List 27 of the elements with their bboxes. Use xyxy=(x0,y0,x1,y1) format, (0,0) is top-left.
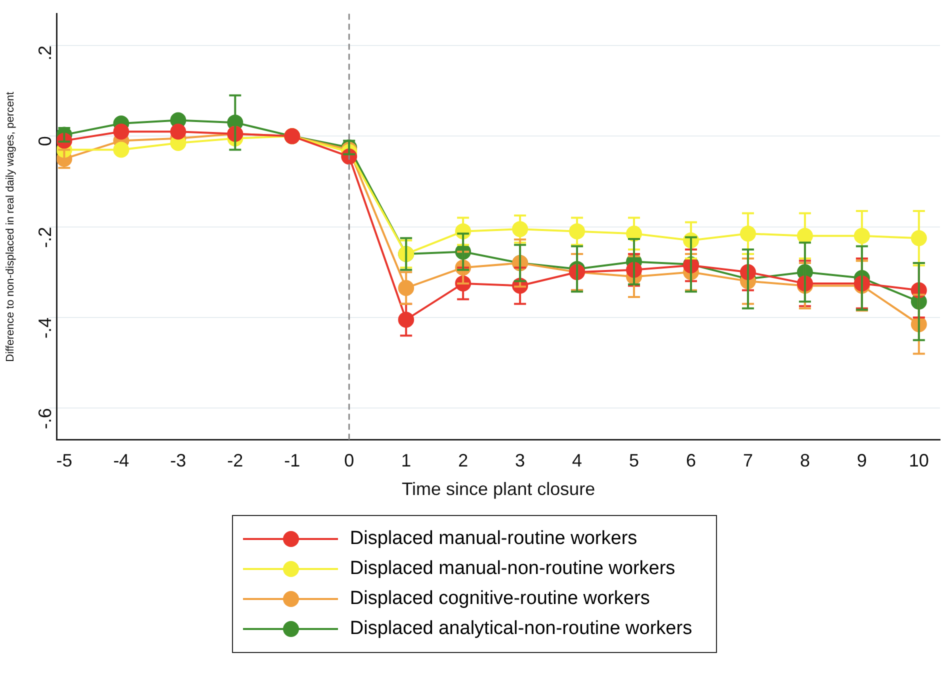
x-tick-label: 2 xyxy=(458,450,468,471)
y-tick-label: .2 xyxy=(34,46,55,61)
y-tick-label: -.4 xyxy=(34,317,55,338)
x-tick-label: 9 xyxy=(856,450,867,471)
legend-label: Displaced manual-non-routine workers xyxy=(350,558,676,580)
x-tick-label: 6 xyxy=(686,450,696,471)
legend-label: Displaced manual-routine workers xyxy=(350,528,638,550)
x-tick-label: -3 xyxy=(170,450,186,471)
y-tick-label: 0 xyxy=(34,136,55,146)
x-tick-label: 3 xyxy=(515,450,526,471)
x-tick-label: 4 xyxy=(572,450,582,471)
x-tick-label: -5 xyxy=(56,450,72,471)
x-tick-label: -2 xyxy=(227,450,244,471)
x-tick-label: 10 xyxy=(908,450,929,471)
x-tick-label: 7 xyxy=(742,450,753,471)
x-axis-title: Time since plant closure xyxy=(402,479,596,500)
y-tick-label: -.6 xyxy=(34,408,55,430)
x-tick-label: -1 xyxy=(284,450,300,471)
x-tick-label: 1 xyxy=(401,450,412,471)
x-tick-label: -4 xyxy=(113,450,130,471)
x-tick-label: 0 xyxy=(344,450,354,471)
x-tick-label: 5 xyxy=(629,450,640,471)
legend-label: Displaced analytical-non-routine workers xyxy=(350,618,692,640)
legend-label: Displaced cognitive-routine workers xyxy=(350,588,650,610)
y-tick-label: -.2 xyxy=(34,226,55,248)
y-axis-title: Difference to non-displaced in real daily wages, percent xyxy=(4,92,17,362)
x-tick-label: 8 xyxy=(800,450,810,471)
